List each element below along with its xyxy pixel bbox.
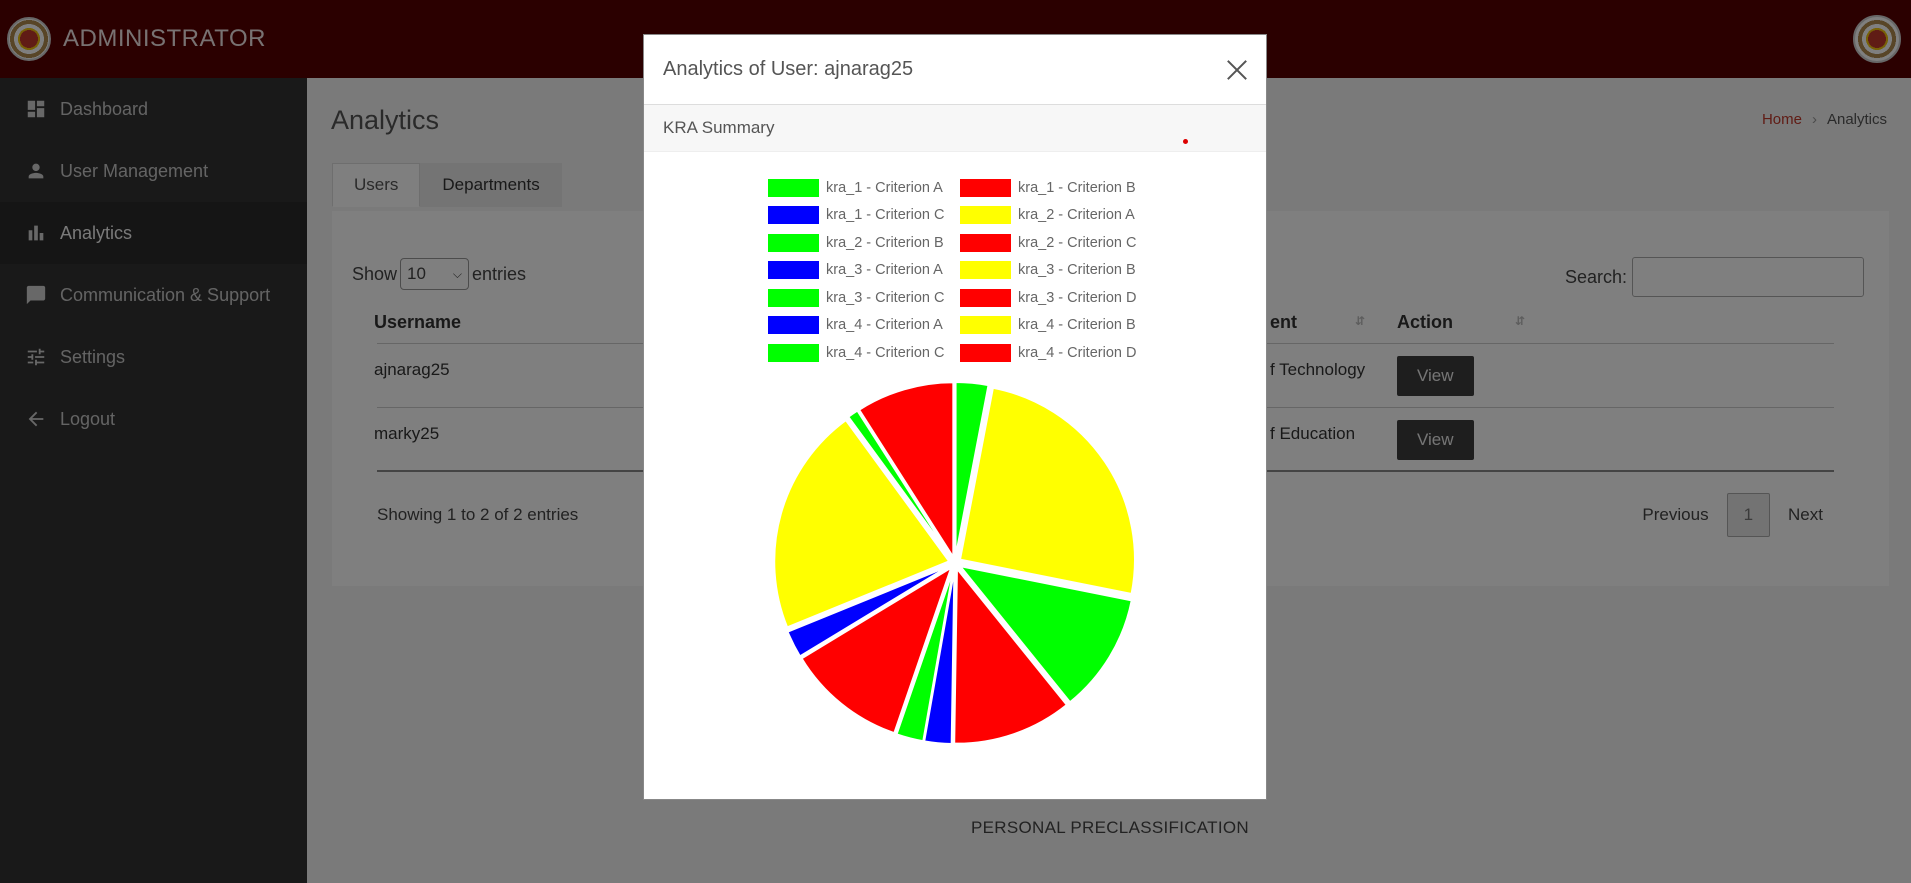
legend-swatch bbox=[768, 178, 819, 197]
legend-item[interactable]: kra_1 - Criterion C bbox=[768, 206, 960, 225]
legend-swatch bbox=[768, 288, 819, 307]
indicator-dot bbox=[1183, 139, 1188, 144]
legend-label: kra_2 - Criterion C bbox=[1018, 234, 1137, 251]
legend-item[interactable]: kra_1 - Criterion B bbox=[960, 178, 1152, 197]
pie-slice[interactable] bbox=[846, 409, 953, 559]
legend-label: kra_4 - Criterion B bbox=[1018, 317, 1136, 333]
legend-item[interactable]: kra_4 - Criterion D bbox=[960, 343, 1152, 362]
legend-label: kra_1 - Criterion A bbox=[826, 179, 943, 196]
close-icon[interactable] bbox=[1225, 58, 1249, 82]
legend-label: kra_3 - Criterion B bbox=[1018, 262, 1136, 278]
legend-label: kra_4 - Criterion D bbox=[1018, 344, 1137, 361]
pie-slice[interactable] bbox=[800, 565, 954, 735]
modal-header: Analytics of User: ajnarag25 bbox=[644, 35, 1266, 105]
legend-label: kra_3 - Criterion A bbox=[826, 262, 943, 278]
legend-item[interactable]: kra_3 - Criterion A bbox=[768, 261, 960, 280]
analytics-modal: Analytics of User: ajnarag25 KRA Summary… bbox=[643, 34, 1267, 800]
legend-label: kra_1 - Criterion C bbox=[826, 207, 945, 223]
legend-label: kra_2 - Criterion A bbox=[1018, 207, 1135, 223]
chart-legend: kra_1 - Criterion A kra_1 - Criterion B kr… bbox=[768, 178, 1152, 362]
legend-label: kra_4 - Criterion C bbox=[826, 344, 945, 361]
modal-title: Analytics of User: ajnarag25 bbox=[663, 58, 914, 80]
legend-label: kra_4 - Criterion A bbox=[826, 317, 943, 333]
legend-label: kra_2 - Criterion B bbox=[826, 234, 944, 251]
legend-swatch bbox=[960, 316, 1011, 334]
pie-slice[interactable] bbox=[895, 568, 955, 743]
legend-item[interactable]: kra_1 - Criterion A bbox=[768, 178, 960, 197]
pie-slice[interactable] bbox=[773, 418, 951, 629]
pie-slice[interactable] bbox=[958, 386, 1136, 596]
legend-item[interactable]: kra_3 - Criterion C bbox=[768, 288, 960, 307]
legend-swatch bbox=[960, 206, 1011, 224]
legend-swatch bbox=[960, 288, 1011, 307]
legend-swatch bbox=[960, 343, 1011, 362]
legend-item[interactable]: kra_2 - Criterion A bbox=[960, 206, 1152, 225]
pie-slice[interactable] bbox=[954, 381, 990, 558]
legend-item[interactable]: kra_3 - Criterion D bbox=[960, 288, 1152, 307]
legend-swatch bbox=[768, 316, 819, 334]
pie-slice[interactable] bbox=[957, 564, 1133, 704]
legend-item[interactable]: kra_4 - Criterion C bbox=[768, 343, 960, 362]
pie-slice[interactable] bbox=[953, 565, 1069, 745]
legend-item[interactable]: kra_4 - Criterion A bbox=[768, 316, 960, 335]
legend-item[interactable]: kra_4 - Criterion B bbox=[960, 316, 1152, 335]
legend-label: kra_1 - Criterion B bbox=[1018, 179, 1136, 196]
legend-swatch bbox=[768, 233, 819, 252]
section-heading: KRA Summary bbox=[644, 105, 1266, 152]
legend-swatch bbox=[768, 261, 819, 279]
pie-slice[interactable] bbox=[786, 564, 951, 658]
legend-item[interactable]: kra_2 - Criterion C bbox=[960, 233, 1152, 252]
legend-label: kra_3 - Criterion C bbox=[826, 289, 945, 306]
legend-swatch bbox=[768, 206, 819, 224]
pie-svg bbox=[773, 381, 1136, 745]
legend-label: kra_3 - Criterion D bbox=[1018, 289, 1137, 306]
pie-slice[interactable] bbox=[857, 381, 955, 561]
legend-swatch bbox=[960, 233, 1011, 252]
legend-swatch bbox=[960, 261, 1011, 279]
legend-item[interactable]: kra_2 - Criterion B bbox=[768, 233, 960, 252]
kra-pie-chart: kra_1 - Criterion A kra_1 - Criterion B kr… bbox=[644, 152, 1266, 798]
legend-swatch bbox=[768, 343, 819, 362]
legend-swatch bbox=[960, 178, 1011, 197]
section-title: KRA Summary bbox=[663, 118, 775, 137]
legend-item[interactable]: kra_3 - Criterion B bbox=[960, 261, 1152, 280]
